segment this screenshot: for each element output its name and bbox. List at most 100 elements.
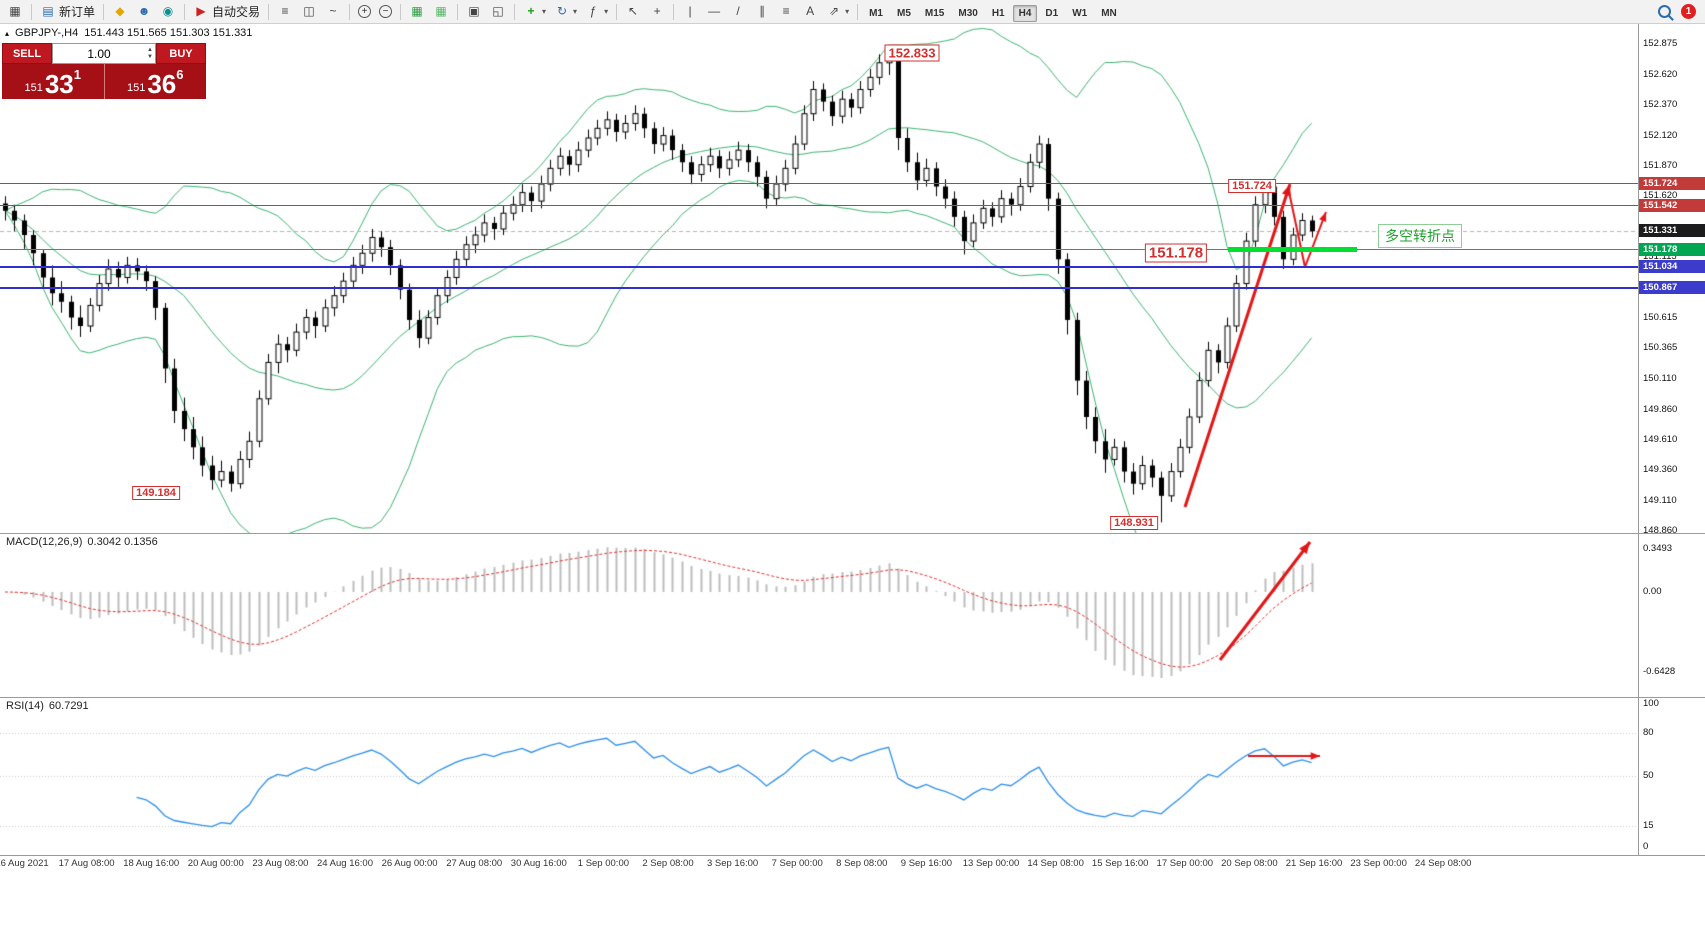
- rsi-panel-canvas[interactable]: [0, 697, 1638, 855]
- time-label: 18 Aug 16:00: [123, 858, 180, 869]
- timeframe-m15-button[interactable]: M15: [924, 7, 945, 19]
- time-label: 1 Sep 00:00: [577, 858, 630, 869]
- timeframe-w1-button[interactable]: W1: [1072, 7, 1088, 19]
- price-tag: 150.867: [1639, 280, 1705, 294]
- timeframe-m5-button[interactable]: M5: [897, 7, 911, 19]
- text-tool-icon[interactable]: A: [798, 2, 822, 21]
- panel-splitter[interactable]: [0, 855, 1705, 856]
- price-tick: 149.860: [1643, 403, 1678, 415]
- price-tick: 152.120: [1643, 129, 1678, 141]
- time-label: 30 Aug 16:00: [510, 858, 567, 869]
- price-callout[interactable]: 152.833: [884, 44, 940, 62]
- arrange-windows-icon[interactable]: ◱: [486, 2, 510, 21]
- zoom-in-icon[interactable]: +: [354, 3, 375, 20]
- new-chart-button[interactable]: + ▾: [519, 2, 550, 21]
- time-label: 20 Aug 00:00: [187, 858, 244, 869]
- price-callout[interactable]: 151.724: [1228, 179, 1276, 193]
- time-axis[interactable]: 16 Aug 2021 17 Aug 08:00 18 Aug 16:00 20 Au…: [0, 856, 1638, 874]
- timeframe-mn-button[interactable]: MN: [1101, 7, 1117, 19]
- market-info-icon: ◉: [162, 4, 174, 18]
- crosshair-tool-icon: +: [653, 4, 661, 18]
- time-label: 27 Aug 08:00: [446, 858, 503, 869]
- buy-price-prefix: 151: [126, 82, 146, 94]
- auto-trading-button[interactable]: ▶ 自动交易: [189, 1, 264, 22]
- timeframe-h1-button[interactable]: H1: [991, 7, 1005, 19]
- zoom-out-icon[interactable]: −: [375, 3, 396, 20]
- cascade-windows-icon[interactable]: ▣: [462, 2, 486, 21]
- profiles-button[interactable]: ↻ ▾: [550, 2, 581, 21]
- horizontal-line[interactable]: [0, 248, 1638, 250]
- panel-splitter[interactable]: [0, 697, 1705, 698]
- volume-input[interactable]: [53, 45, 146, 62]
- macd-panel-canvas[interactable]: [0, 533, 1638, 697]
- timeframe-h4-button[interactable]: H4: [1012, 4, 1038, 22]
- notification-badge[interactable]: 1: [1681, 4, 1696, 19]
- rsi-axis-value: 0: [1643, 841, 1649, 852]
- chart-window-icon[interactable]: ▦: [3, 2, 27, 21]
- dropdown-caret-icon: ▾: [573, 7, 578, 16]
- main-chart-canvas[interactable]: [0, 24, 1638, 533]
- sell-price[interactable]: 151 33 1: [2, 64, 104, 99]
- panel-splitter[interactable]: [0, 533, 1705, 534]
- market-info-icon[interactable]: ◉: [156, 2, 180, 21]
- rsi-indicator-label: RSI(14) 60.7291: [6, 700, 94, 712]
- buy-price[interactable]: 151 36 6: [103, 64, 206, 99]
- candle-chart-type-icon[interactable]: ◫: [297, 2, 321, 21]
- crosshair-tool-icon[interactable]: +: [645, 2, 669, 21]
- tile-windows-icon[interactable]: ▦: [429, 2, 453, 21]
- buy-button[interactable]: BUY: [156, 43, 206, 64]
- timeframe-m30-button[interactable]: M30: [958, 7, 978, 19]
- horizontal-line[interactable]: [0, 266, 1638, 269]
- symbol-ohlc: 151.443 151.565 151.303 151.331: [84, 27, 253, 39]
- toolbar-separator: [184, 3, 186, 20]
- horizontal-line[interactable]: [0, 286, 1638, 289]
- time-label: 2 Sep 08:00: [642, 858, 694, 869]
- horizontal-line-tool-icon[interactable]: —: [702, 2, 726, 21]
- metaeditor-icon[interactable]: ◆: [108, 2, 132, 21]
- shapes-tool-icon: ⇗: [829, 4, 840, 18]
- search-icon[interactable]: [1658, 5, 1671, 18]
- bar-chart-type-icon[interactable]: ≡: [273, 2, 297, 21]
- volume-down-button[interactable]: ▼: [147, 53, 153, 60]
- shapes-tool-icon[interactable]: ⇗ ▾: [822, 2, 853, 21]
- channel-tool-icon[interactable]: ∥: [750, 2, 774, 21]
- indicators-icon: ƒ: [589, 4, 597, 18]
- new-order-button-label: 新订单: [59, 5, 96, 19]
- price-tick: 152.875: [1643, 38, 1678, 49]
- line-chart-type-icon[interactable]: ~: [321, 2, 345, 21]
- support-segment[interactable]: [1228, 246, 1357, 252]
- fibonacci-tool-icon[interactable]: ≡: [774, 2, 798, 21]
- macd-name: MACD(12,26,9): [6, 536, 83, 548]
- time-label: 20 Sep 08:00: [1221, 858, 1278, 869]
- dropdown-caret-icon: ▾: [845, 7, 850, 16]
- terminal-icon[interactable]: ☻: [132, 2, 156, 21]
- grid-icon[interactable]: ▦: [405, 2, 429, 21]
- toolbar-separator: [349, 3, 351, 20]
- sell-button[interactable]: SELL: [2, 43, 52, 64]
- vertical-line-tool-icon[interactable]: |: [678, 2, 702, 21]
- indicators-button[interactable]: ƒ ▾: [581, 2, 612, 21]
- time-label: 21 Sep 16:00: [1285, 858, 1343, 869]
- price-callout[interactable]: 149.184: [132, 486, 180, 500]
- price-callout[interactable]: 148.931: [1110, 516, 1158, 530]
- rsi-axis-value: 15: [1643, 819, 1654, 831]
- price-tick: 151.620: [1643, 190, 1678, 202]
- price-tag: 151.542: [1639, 198, 1705, 212]
- price-axis[interactable]: 152.875 152.620 152.370 152.120 151.870 151.6…: [1639, 24, 1705, 855]
- horizontal-line[interactable]: [0, 182, 1638, 184]
- new-order-icon: ▤: [42, 4, 54, 18]
- time-label: 9 Sep 16:00: [900, 858, 953, 869]
- new-order-button[interactable]: ▤ 新订单: [36, 1, 99, 22]
- cursor-tool-icon[interactable]: ↖: [621, 2, 645, 21]
- timeframe-d1-button[interactable]: D1: [1045, 7, 1059, 19]
- volume-up-button[interactable]: ▲: [147, 46, 153, 53]
- timeframe-m1-button[interactable]: M1: [869, 7, 883, 19]
- time-label: 7 Sep 00:00: [771, 858, 823, 869]
- price-callout[interactable]: 151.178: [1144, 243, 1208, 263]
- price-tag: 151.178: [1639, 242, 1705, 256]
- horizontal-line[interactable]: [0, 204, 1638, 206]
- annotation-note[interactable]: 多空转折点: [1378, 224, 1462, 248]
- grid-icon: ▦: [411, 4, 423, 18]
- trendline-tool-icon[interactable]: /: [726, 2, 750, 21]
- price-tick: 150.615: [1643, 312, 1678, 324]
